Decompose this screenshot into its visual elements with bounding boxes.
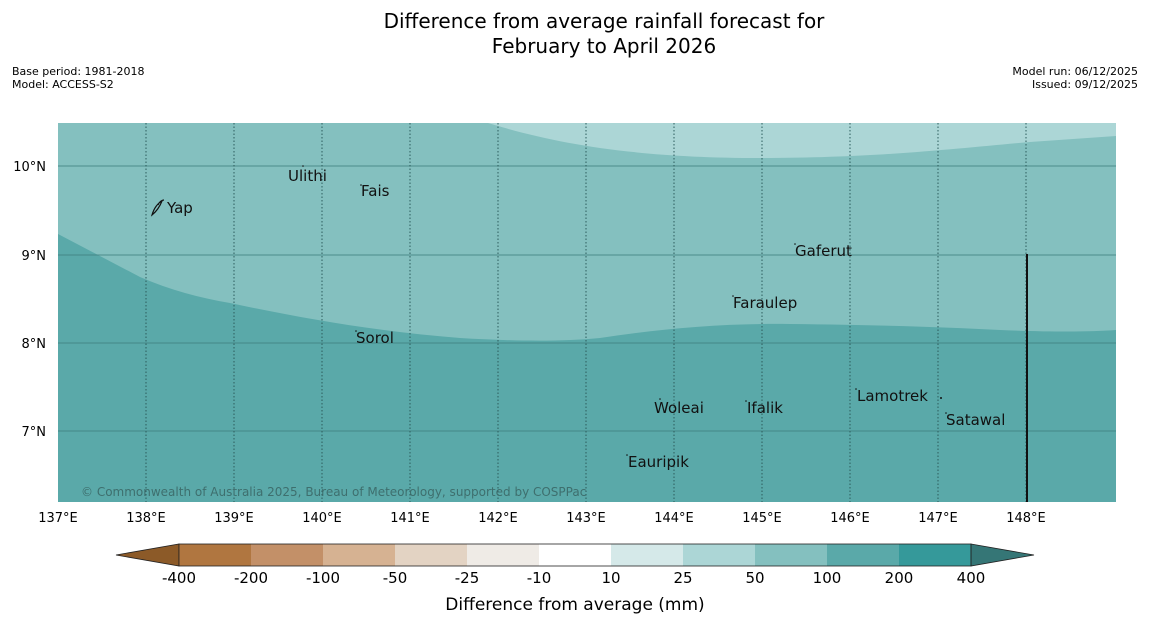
lon-label: 140°E [302, 511, 342, 526]
place-fais: Fais [361, 182, 390, 200]
colorbar-left-arrow [115, 543, 180, 567]
colorbar-tick: 10 [601, 569, 620, 587]
place-faraulep: Faraulep [733, 294, 797, 312]
colorbar-tick: 400 [957, 569, 986, 587]
place-eauripik: Eauripik [628, 453, 689, 471]
colorbar-tick: 200 [885, 569, 914, 587]
colorbar-tick: 50 [745, 569, 764, 587]
place-yap: Yap [166, 199, 193, 217]
colorbar-tick: -50 [383, 569, 408, 587]
lat-axis: 10°N 9°N 8°N 7°N [13, 160, 46, 440]
colorbar-segment [467, 544, 539, 566]
place-woleai: Woleai [654, 399, 704, 417]
copyright-notice: © Commonwealth of Australia 2025, Bureau… [81, 485, 586, 499]
lon-label: 142°E [478, 511, 518, 526]
lon-label: 146°E [830, 511, 870, 526]
colorbar-tick: -200 [234, 569, 268, 587]
meta-right: Model run: 06/12/2025 Issued: 09/12/2025 [1012, 65, 1138, 91]
colorbar-tick: 100 [813, 569, 842, 587]
base-period: Base period: 1981-2018 [12, 65, 145, 78]
colorbar: -400 -200 -100 -50 -25 -10 10 25 50 100 … [115, 543, 1035, 615]
lon-label: 145°E [742, 511, 782, 526]
island-dot-icon [355, 330, 357, 332]
colorbar-segment [899, 544, 971, 566]
lon-label: 143°E [566, 511, 606, 526]
colorbar-frame [178, 543, 972, 567]
island-dot-icon [940, 397, 942, 399]
colorbar-segment [539, 544, 611, 566]
model-name: Model: ACCESS-S2 [12, 78, 114, 91]
model-run: Model run: 06/12/2025 [1012, 65, 1138, 78]
lon-label: 148°E [1006, 511, 1046, 526]
colorbar-segment [755, 544, 827, 566]
colorbar-segment [395, 544, 467, 566]
colorbar-tick: -400 [162, 569, 196, 587]
island-dot-icon [626, 454, 628, 456]
colorbar-segment [251, 544, 323, 566]
island-dot-icon [659, 398, 661, 400]
lon-label: 139°E [214, 511, 254, 526]
colorbar-tick: -25 [455, 569, 480, 587]
colorbar-label: Difference from average (mm) [445, 595, 704, 615]
island-dot-icon [794, 243, 796, 245]
colorbar-segment [323, 544, 395, 566]
colorbar-tick: 25 [673, 569, 692, 587]
island-dot-icon [745, 400, 747, 402]
yap-island-icon [150, 199, 165, 217]
lat-label: 7°N [22, 425, 47, 440]
lon-label: 144°E [654, 511, 694, 526]
title-line-2: February to April 2026 [491, 34, 717, 58]
colorbar-segment [179, 544, 251, 566]
lon-label: 147°E [918, 511, 958, 526]
band-25-50 [488, 123, 1116, 158]
place-satawal: Satawal [946, 411, 1005, 429]
place-lamotrek: Lamotrek [857, 387, 928, 405]
colorbar-right-arrow [970, 543, 1035, 567]
island-dot-icon [732, 295, 734, 297]
place-gaferut: Gaferut [795, 242, 852, 260]
title-line-1: Difference from average rainfall forecas… [383, 9, 825, 33]
island-dot-icon [855, 388, 857, 390]
map-area: Yap Ulithi Fais Gaferut Faraulep Sorol L… [58, 123, 1116, 502]
colorbar-segment [683, 544, 755, 566]
lon-label: 138°E [126, 511, 166, 526]
lon-label: 141°E [390, 511, 430, 526]
colorbar-segment [827, 544, 899, 566]
colorbar-tick: -10 [527, 569, 552, 587]
lat-label: 10°N [13, 160, 46, 175]
place-sorol: Sorol [356, 329, 394, 347]
island-dot-icon [945, 412, 947, 414]
meta-left: Base period: 1981-2018 Model: ACCESS-S2 [12, 65, 144, 91]
colorbar-segment [611, 544, 683, 566]
lon-axis: 137°E 138°E 139°E 140°E 141°E 142°E 143°… [38, 511, 1046, 526]
island-dot-icon [302, 165, 304, 167]
lat-label: 9°N [22, 249, 47, 264]
island-dot-icon [360, 184, 362, 186]
lat-label: 8°N [22, 337, 47, 352]
map-title: Difference from average rainfall forecas… [0, 9, 1150, 59]
colorbar-tick: -100 [306, 569, 340, 587]
place-ifalik: Ifalik [747, 399, 783, 417]
lon-label: 137°E [38, 511, 78, 526]
issued-date: Issued: 09/12/2025 [1031, 78, 1138, 91]
place-ulithi: Ulithi [288, 167, 327, 185]
